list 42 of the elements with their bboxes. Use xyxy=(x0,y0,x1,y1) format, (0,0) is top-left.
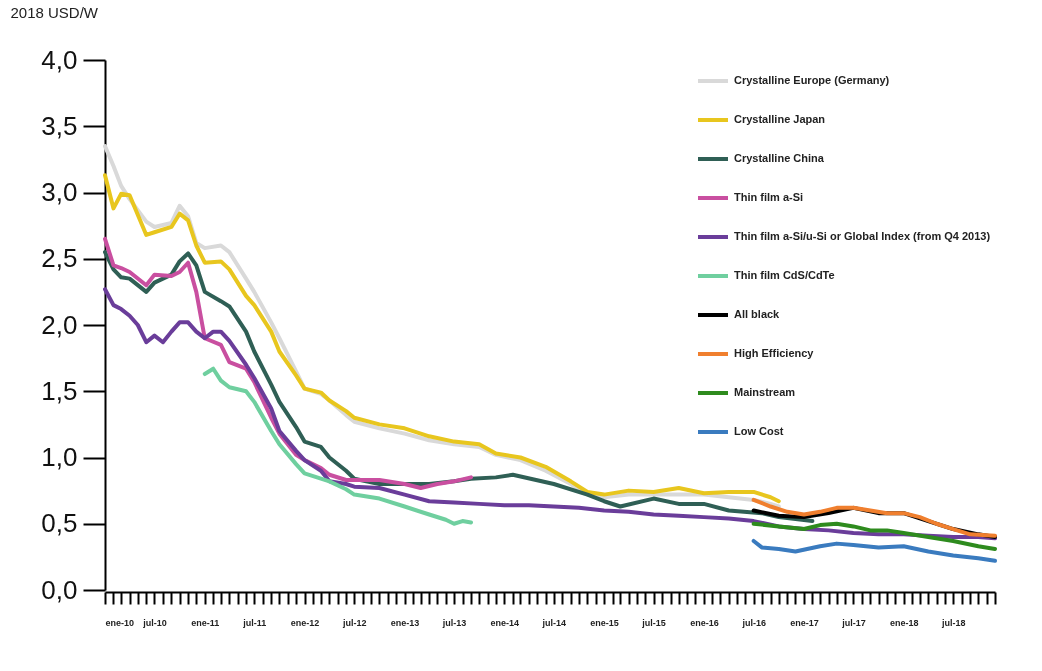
y-tick-label: 2,5 xyxy=(41,243,78,274)
y-tick-label: 4,0 xyxy=(41,44,78,75)
x-tick-label: jul-15 xyxy=(641,617,666,628)
x-tick-label: jul-13 xyxy=(441,617,467,628)
x-tick-label: jul-18 xyxy=(940,617,966,628)
legend-label: All black xyxy=(734,308,781,320)
legend-label: Mainstream xyxy=(734,386,796,398)
x-tick-label: ene-15 xyxy=(590,617,619,628)
legend-label: Crystalline Europe (Germany) xyxy=(734,74,890,86)
line-series xyxy=(751,497,997,538)
y-tick-label: 0,0 xyxy=(41,574,78,605)
legend-label: Crystalline China xyxy=(734,152,825,164)
legend-label: High Efficiency xyxy=(734,347,815,359)
x-tick-label: jul-10 xyxy=(142,617,167,628)
legend-label: Thin film a-Si xyxy=(734,191,804,203)
y-tick-label: 0,5 xyxy=(41,508,78,539)
y-tick-label: 3,5 xyxy=(41,110,78,141)
x-tick-label: jul-12 xyxy=(342,617,367,628)
x-tick-label: ene-17 xyxy=(790,617,819,628)
x-tick-label: ene-18 xyxy=(889,617,919,628)
y-tick-label: 1,0 xyxy=(41,442,78,472)
y-tick-label: 3,0 xyxy=(41,177,78,207)
line-series xyxy=(751,538,997,563)
x-tick-label: jul-11 xyxy=(242,617,267,628)
y-tick-label: 1,5 xyxy=(41,375,78,406)
x-tick-label: ene-12 xyxy=(290,617,320,628)
legend-label: Thin film a-Si/u-Si or Global Index (from Q4 2013) xyxy=(734,230,991,242)
x-tick-label: ene-16 xyxy=(690,617,719,628)
legend-label: Low Cost xyxy=(734,425,784,437)
y-axis-title: 2018 USD/W xyxy=(10,3,99,21)
x-tick-label: ene-11 xyxy=(191,617,220,628)
legend-label: Crystalline Japan xyxy=(734,113,826,125)
line-series xyxy=(202,366,473,526)
x-tick-label: ene-13 xyxy=(390,617,420,628)
x-tick-label: ene-10 xyxy=(105,617,135,628)
y-tick-label: 2,0 xyxy=(41,309,78,340)
x-tick-label: ene-14 xyxy=(490,617,520,628)
x-tick-label: jul-17 xyxy=(841,617,866,628)
x-tick-label: jul-14 xyxy=(541,617,567,628)
line-series xyxy=(751,521,997,551)
x-tick-label: jul-16 xyxy=(741,617,766,628)
legend-label: Thin film CdS/CdTe xyxy=(734,269,835,281)
